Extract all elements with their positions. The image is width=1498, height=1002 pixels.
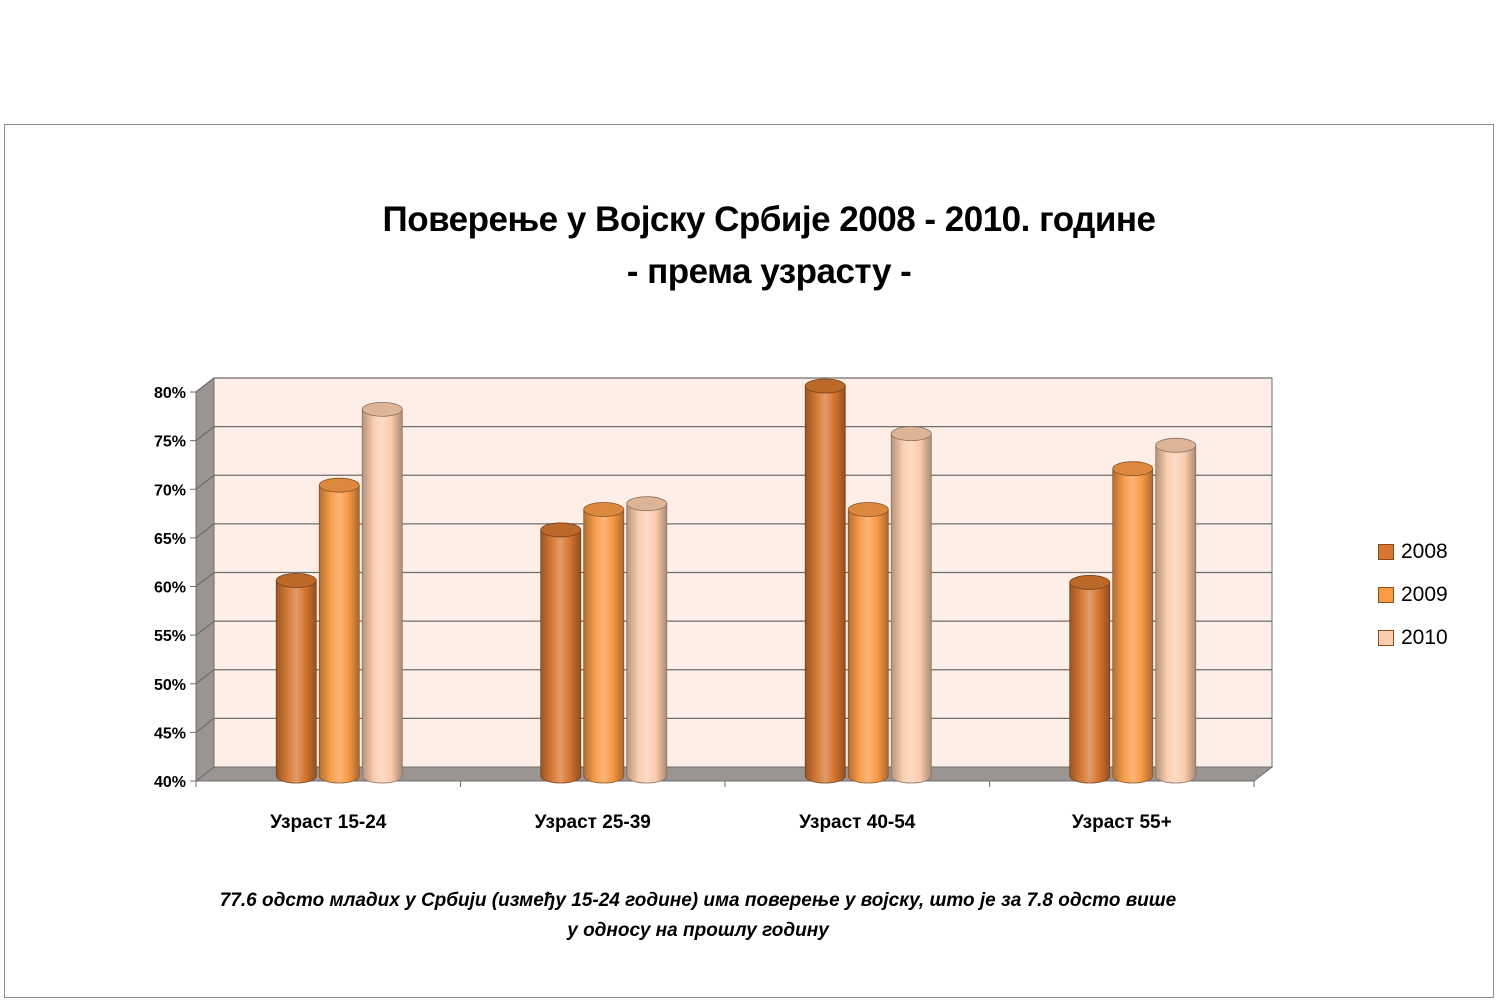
bar	[318, 477, 360, 784]
y-tick-label: 45%	[154, 725, 186, 742]
bar-body	[1112, 468, 1154, 784]
bar-top	[1069, 575, 1111, 590]
gridline	[195, 426, 1272, 442]
bar	[540, 522, 582, 784]
legend-label: 2008	[1401, 539, 1448, 563]
bar-top	[1112, 461, 1154, 477]
x-category-label: Узраст 25-39	[535, 812, 651, 833]
bar-body	[626, 503, 668, 784]
bar-body	[275, 580, 317, 784]
bar-body	[1155, 444, 1197, 784]
bar-body	[583, 509, 625, 784]
chart-caption: 77.6 одсто младих у Србији (између 15-24…	[0, 886, 1396, 946]
bar	[275, 573, 317, 784]
caption-line-1: 77.6 одсто младих у Србији (између 15-24…	[219, 890, 1177, 911]
legend-label: 2009	[1401, 582, 1448, 606]
legend-item: 2009	[1378, 573, 1448, 616]
bar-body	[847, 509, 889, 784]
bar-top	[847, 502, 889, 517]
bar-top	[890, 426, 932, 442]
legend-swatch	[1378, 629, 1394, 646]
bar	[1069, 575, 1111, 784]
legend-swatch	[1378, 543, 1394, 560]
y-tick-label: 80%	[154, 385, 186, 402]
bar-body	[361, 408, 403, 784]
bar	[1112, 461, 1154, 784]
bar-body	[1069, 582, 1111, 784]
bar-top	[275, 573, 317, 588]
caption-line-2: у односу на прошлу годину	[567, 920, 829, 941]
bar-top	[804, 378, 846, 394]
x-category-label: Узраст 40-54	[799, 812, 916, 833]
bar	[626, 496, 668, 784]
bar-top	[361, 401, 403, 417]
bar-body	[890, 433, 932, 784]
x-category-label: Узраст 55+	[1072, 812, 1172, 833]
bar	[890, 426, 932, 784]
legend-item: 2008	[1378, 530, 1448, 573]
legend-item: 2010	[1378, 616, 1448, 659]
bar-top	[1155, 437, 1197, 453]
bar-body	[540, 529, 582, 784]
legend-label: 2010	[1401, 625, 1448, 649]
bar	[1155, 437, 1197, 784]
legend: 2008 2009 2010	[1378, 530, 1448, 659]
y-tick-label: 55%	[154, 628, 186, 645]
bar-top	[318, 477, 360, 493]
y-tick-label: 70%	[154, 482, 186, 499]
y-tick-label: 65%	[154, 531, 186, 548]
bar-top	[626, 496, 668, 512]
bar	[804, 378, 846, 784]
bar-top	[540, 522, 582, 538]
bar	[583, 502, 625, 784]
chart-title-block: Поверење у Војску Србије 2008 - 2010. го…	[0, 194, 1498, 298]
bar	[847, 502, 889, 784]
y-tick-label: 40%	[154, 774, 186, 791]
x-category-label: Узраст 15-24	[270, 812, 387, 833]
bar	[361, 401, 403, 784]
bar-body	[804, 385, 846, 784]
bar-body	[318, 484, 360, 784]
y-tick-label: 50%	[154, 677, 186, 694]
y-tick-label: 60%	[154, 580, 186, 597]
chart-title: Поверење у Војску Србије 2008 - 2010. го…	[382, 200, 1156, 239]
bar-top	[583, 502, 625, 517]
y-tick-label: 75%	[154, 434, 186, 451]
chart-subtitle: - према узрасту -	[626, 252, 912, 291]
gridline	[195, 377, 1272, 393]
chart-frame	[4, 124, 1494, 998]
legend-swatch	[1378, 586, 1394, 603]
